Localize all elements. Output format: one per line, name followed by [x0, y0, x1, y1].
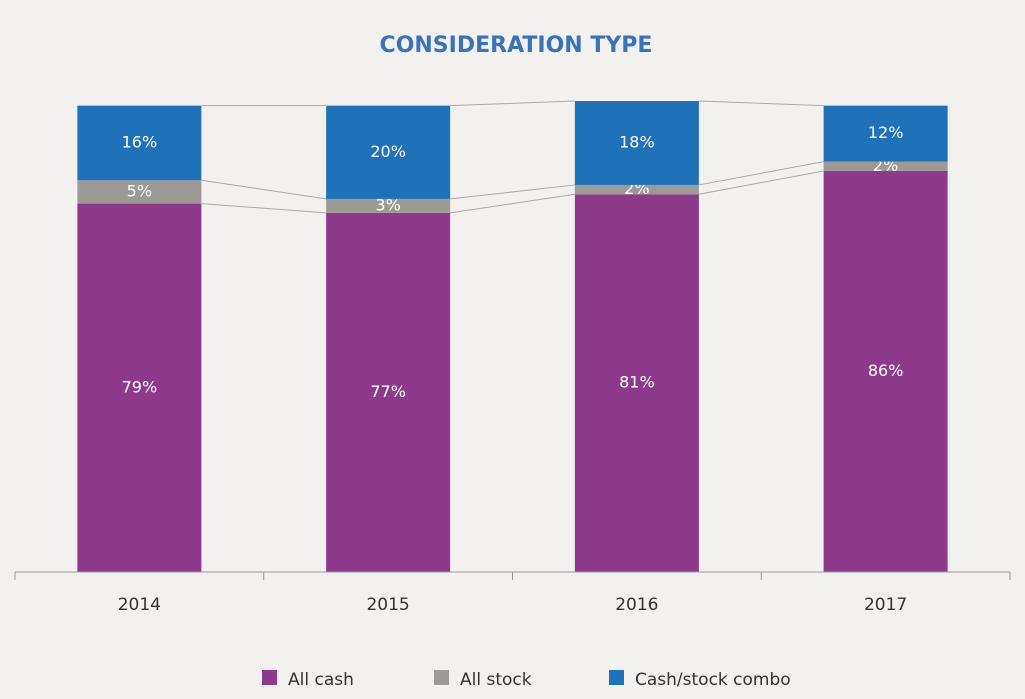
chart-title: CONSIDERATION TYPE	[380, 33, 653, 58]
bar-segment	[77, 105, 202, 181]
connector-line	[698, 100, 824, 107]
value-label: 3%	[375, 195, 400, 214]
value-label: 81%	[619, 373, 655, 392]
legend-swatch	[262, 670, 277, 685]
legend-label: All stock	[460, 670, 532, 690]
value-label: 12%	[868, 123, 904, 142]
connector-line	[450, 100, 575, 107]
value-label: 20%	[370, 142, 406, 161]
value-label: 5%	[127, 181, 152, 200]
bar-segment	[77, 203, 202, 572]
value-label: 79%	[122, 377, 158, 396]
connector-line	[698, 170, 824, 195]
bar-segment	[326, 212, 451, 573]
bar-segment	[574, 101, 699, 185]
connector-line	[201, 179, 327, 200]
connector-line	[201, 203, 327, 214]
bar-segment	[574, 194, 699, 572]
connector-line	[450, 184, 575, 200]
x-tick-label: 2016	[615, 595, 658, 615]
value-label: 77%	[370, 382, 406, 401]
legend-swatch	[434, 670, 449, 685]
bar-segment	[823, 161, 948, 171]
connector-line	[450, 193, 575, 214]
connector-line	[698, 161, 824, 186]
x-tick-label: 2014	[118, 595, 161, 615]
value-label: 86%	[868, 361, 904, 380]
legend-swatch	[609, 670, 624, 685]
bar-segment	[326, 198, 451, 213]
bar-segment	[77, 180, 202, 204]
value-label: 16%	[122, 132, 158, 151]
legend-label: Cash/stock combo	[635, 670, 791, 690]
bar-segment	[326, 105, 451, 199]
bar-segment	[574, 184, 699, 195]
x-tick-label: 2017	[864, 595, 907, 615]
value-label: 18%	[619, 132, 655, 151]
legend-label: All cash	[288, 670, 354, 690]
x-tick-label: 2015	[366, 595, 409, 615]
bar-segment	[823, 170, 948, 572]
bar-segment	[823, 105, 948, 162]
